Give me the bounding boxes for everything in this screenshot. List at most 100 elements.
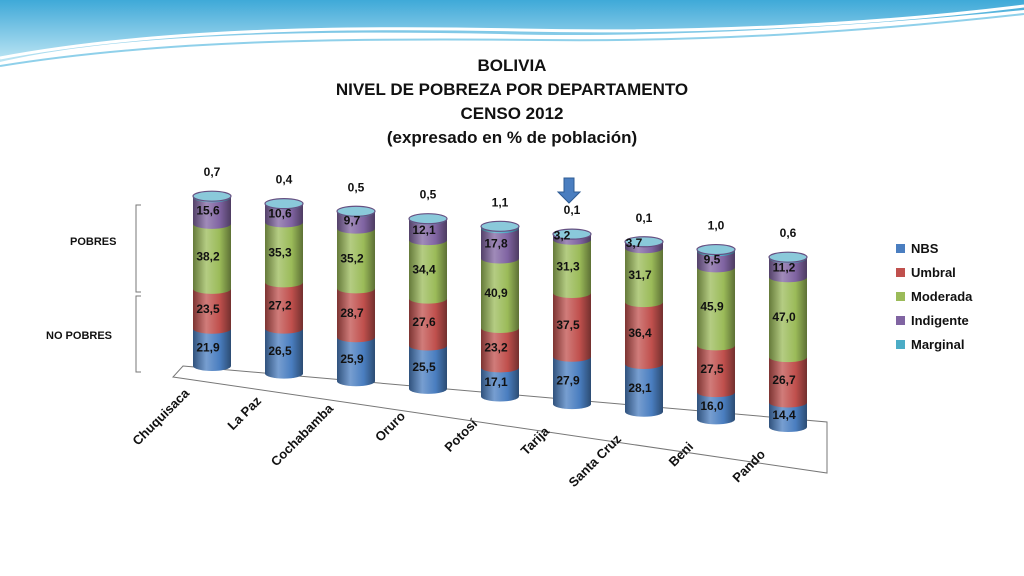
legend-item-indigente: Indigente [896, 308, 972, 332]
bar-cap-oruro [408, 213, 448, 225]
value-label-la-paz-marginal: 0,4 [276, 173, 293, 187]
bar-la-paz-indigente [265, 204, 303, 228]
value-label-cochabamba-moderada: 35,2 [340, 252, 364, 266]
bar-cochabamba-indigente [337, 212, 375, 234]
value-label-tarija-umbral: 37,5 [556, 318, 580, 332]
category-label-chuquisaca: Chuquisaca [129, 385, 192, 448]
value-label-chuquisaca-nbs: 21,9 [196, 340, 220, 354]
bar-pando-indigente [769, 258, 807, 283]
bar-la-paz-umbral [265, 282, 303, 334]
bar-la-paz-moderada [265, 222, 303, 288]
value-label-oruro-marginal: 0,5 [420, 188, 437, 202]
pobres-label: POBRES [70, 236, 117, 248]
value-label-pando-marginal: 0,6 [780, 226, 797, 240]
chart-title-line-1: BOLIVIA [477, 56, 547, 75]
value-label-potosi-indigente: 17,8 [484, 236, 508, 250]
legend-item-umbral: Umbral [896, 260, 972, 284]
value-label-pando-indigente: 11,2 [773, 261, 796, 275]
bar-beni-indigente [697, 251, 735, 273]
legend-label-umbral: Umbral [911, 264, 956, 280]
value-label-chuquisaca-umbral: 23,5 [196, 302, 220, 316]
bar-tarija-nbs [553, 356, 591, 410]
value-label-cochabamba-nbs: 25,9 [340, 352, 364, 366]
value-label-tarija-marginal: 0,1 [564, 203, 581, 217]
value-label-pando-nbs: 14,4 [772, 408, 796, 422]
legend-swatch-nbs [896, 243, 905, 253]
legend-item-marginal: Marginal [896, 332, 972, 356]
chart-floor [171, 365, 828, 474]
bar-cap-potosi [480, 220, 520, 232]
value-label-pando-umbral: 26,7 [772, 373, 796, 387]
value-label-potosi-moderada: 40,9 [484, 286, 508, 300]
value-label-chuquisaca-moderada: 38,2 [196, 249, 220, 263]
bar-cap-beni [696, 243, 736, 256]
bar-pando-umbral [769, 357, 807, 408]
value-label-oruro-indigente: 12,1 [412, 223, 436, 237]
chart-legend: NBS Umbral Moderada Indigente Marginal [896, 236, 972, 356]
value-label-pando-moderada: 47,0 [772, 310, 796, 324]
bar-potosi-umbral [481, 327, 519, 373]
bar-oruro-nbs [409, 345, 447, 394]
legend-label-indigente: Indigente [911, 312, 969, 328]
value-label-santa-cruz-umbral: 36,4 [628, 326, 652, 340]
legend-swatch-marginal [896, 339, 905, 349]
value-label-la-paz-indigente: 10,6 [268, 206, 292, 220]
legend-label-nbs: NBS [911, 240, 939, 256]
legend-item-nbs: NBS [896, 236, 972, 260]
legend-swatch-moderada [896, 291, 905, 301]
pobres-bracket [135, 204, 141, 293]
value-label-santa-cruz-moderada: 31,7 [628, 268, 652, 282]
bar-cap-santa-cruz [624, 236, 664, 248]
value-label-santa-cruz-marginal: 0,1 [636, 211, 653, 225]
value-label-beni-moderada: 45,9 [700, 299, 724, 313]
value-label-beni-nbs: 16,0 [700, 399, 724, 413]
value-label-santa-cruz-indigente: 3,7 [626, 236, 643, 250]
value-label-la-paz-nbs: 26,5 [268, 344, 292, 358]
value-label-la-paz-umbral: 27,2 [268, 298, 292, 312]
bar-oruro-indigente [409, 219, 447, 246]
value-label-tarija-moderada: 31,3 [556, 259, 580, 273]
bar-chuquisaca-umbral [193, 288, 231, 334]
no-pobres-label: NO POBRES [46, 330, 113, 342]
bar-cap-cochabamba [336, 205, 376, 217]
bar-beni-moderada [697, 267, 735, 351]
bar-cap-la-paz [264, 198, 304, 210]
category-label-la-paz: La Paz [224, 393, 264, 433]
bar-pando-moderada [769, 277, 807, 363]
value-label-santa-cruz-nbs: 28,1 [628, 381, 652, 395]
chart-title-line-4: (expresado en % de población) [386, 128, 638, 147]
value-label-chuquisaca-marginal: 0,7 [204, 165, 221, 179]
category-label-oruro: Oruro [372, 408, 408, 444]
bar-chuquisaca-moderada [193, 223, 231, 294]
legend-swatch-umbral [896, 267, 905, 277]
category-label-potosi: Potosí [441, 416, 480, 455]
legend-label-marginal: Marginal [911, 336, 965, 352]
bar-la-paz-nbs [265, 328, 303, 379]
chart-title-line-3: CENSO 2012 [460, 104, 564, 123]
bar-potosi-moderada [481, 258, 519, 333]
highlight-arrow-icon [556, 177, 582, 204]
value-label-cochabamba-indigente: 9,7 [344, 213, 361, 227]
bar-cochabamba-umbral [337, 288, 375, 343]
bar-santa-cruz-moderada [625, 248, 663, 308]
bar-potosi-nbs [481, 367, 519, 402]
bar-cap-pando [768, 251, 808, 263]
bar-cochabamba-moderada [337, 228, 375, 294]
bar-chuquisaca-indigente [193, 197, 231, 229]
no-pobres-bracket [135, 295, 141, 373]
bar-beni-nbs [697, 392, 735, 425]
value-label-potosi-marginal: 1,1 [492, 195, 509, 209]
value-label-beni-marginal: 1,0 [708, 219, 725, 233]
value-label-cochabamba-umbral: 28,7 [340, 306, 364, 320]
value-label-beni-umbral: 27,5 [700, 362, 724, 376]
chart-title-line-2: NIVEL DE POBREZA POR DEPARTAMENTO [335, 80, 689, 99]
bar-oruro-moderada [409, 240, 447, 304]
bar-santa-cruz-umbral [625, 302, 663, 369]
value-label-oruro-nbs: 25,5 [412, 360, 436, 374]
value-label-oruro-moderada: 34,4 [412, 262, 436, 276]
bar-chuquisaca-nbs [193, 328, 231, 371]
category-label-cochabamba: Cochabamba [268, 400, 337, 469]
bar-tarija-moderada [553, 239, 591, 298]
